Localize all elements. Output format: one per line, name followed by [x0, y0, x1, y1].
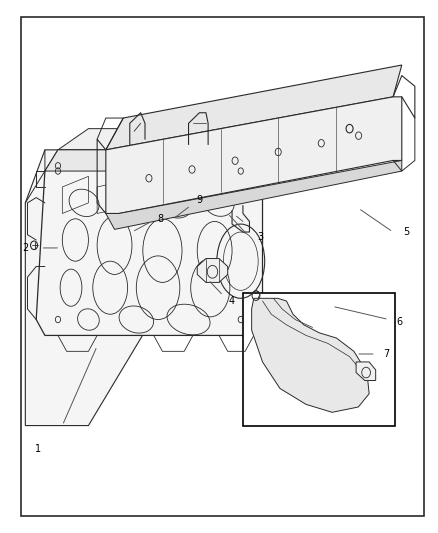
Text: 9: 9	[196, 195, 202, 205]
Polygon shape	[252, 298, 369, 413]
Polygon shape	[25, 150, 254, 425]
Polygon shape	[106, 160, 402, 229]
Polygon shape	[45, 150, 262, 171]
Text: 3: 3	[257, 232, 263, 243]
Polygon shape	[106, 97, 402, 214]
Text: 8: 8	[157, 214, 163, 224]
Text: 2: 2	[22, 243, 28, 253]
Polygon shape	[36, 150, 262, 335]
Polygon shape	[197, 259, 228, 282]
Bar	[243, 293, 395, 425]
Text: 1: 1	[35, 445, 42, 455]
Text: 4: 4	[229, 296, 235, 306]
Text: 6: 6	[396, 317, 403, 327]
Polygon shape	[62, 176, 88, 214]
Polygon shape	[97, 176, 145, 214]
Text: 5: 5	[403, 227, 409, 237]
Polygon shape	[356, 362, 376, 381]
Polygon shape	[106, 65, 402, 150]
Text: 7: 7	[383, 349, 390, 359]
Polygon shape	[58, 128, 262, 150]
